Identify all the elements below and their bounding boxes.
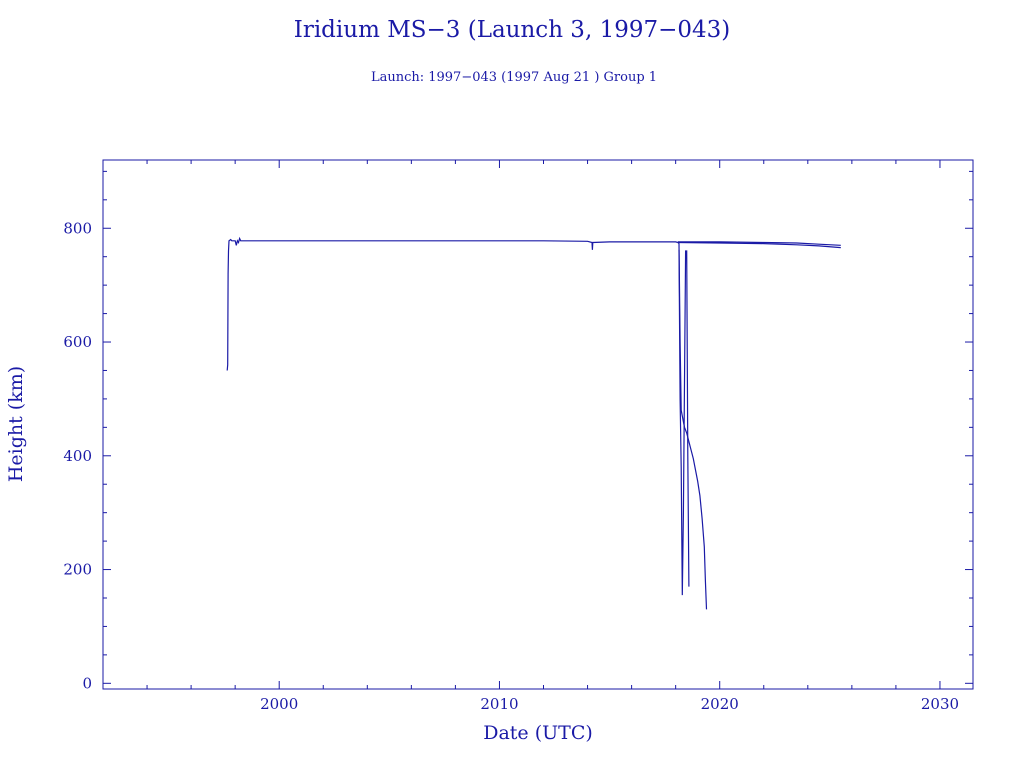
- chart-subtitle: Launch: 1997−043 (1997 Aug 21 ) Group 1: [371, 70, 657, 85]
- series-line-5: [677, 241, 841, 249]
- plot-frame: [102, 159, 974, 690]
- y-axis-ticks: 0 200 400 600 800: [63, 170, 973, 692]
- y-tick-label: 600: [63, 333, 92, 351]
- y-axis-label: Height (km): [5, 366, 27, 482]
- y-tick-label: 400: [63, 447, 92, 465]
- series-line-3: [678, 249, 690, 596]
- x-tick-label: 2010: [480, 695, 518, 713]
- chart-title: Iridium MS−3 (Launch 3, 1997−043): [294, 17, 731, 43]
- y-tick-label: 200: [63, 561, 92, 579]
- x-axis-ticks: 2000 2010 2020 2030: [146, 160, 959, 713]
- y-tick-label: 800: [63, 219, 92, 237]
- x-tick-label: 2030: [921, 695, 959, 713]
- series-line-2: [677, 242, 708, 610]
- x-tick-label: 2020: [701, 695, 739, 713]
- series-layer: [226, 236, 841, 610]
- series-line-4: [677, 241, 841, 246]
- y-tick-label: 0: [82, 674, 92, 692]
- x-tick-label: 2000: [260, 695, 298, 713]
- series-line-1: [226, 236, 679, 371]
- x-axis-label: Date (UTC): [483, 722, 593, 744]
